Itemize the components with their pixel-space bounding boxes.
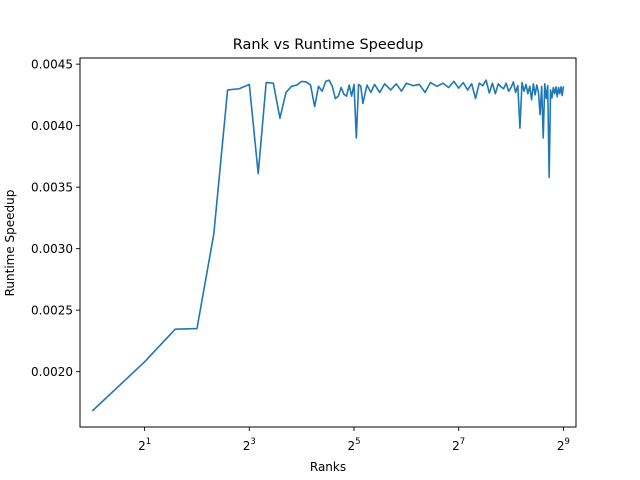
y-tick-label: 0.0035	[31, 181, 73, 195]
x-tick-label: 29	[557, 437, 570, 453]
x-tick-exponent: 9	[565, 437, 570, 447]
x-tick-label: 21	[138, 437, 151, 453]
plot-frame	[79, 57, 577, 428]
x-tick-exponent: 5	[355, 437, 360, 447]
x-tick-base: 2	[243, 439, 251, 453]
x-tick-base: 2	[557, 439, 565, 453]
y-tick-label: 0.0030	[31, 242, 73, 256]
x-tick-exponent: 3	[250, 437, 255, 447]
x-axis-ticks: 21 23 25 27 29	[138, 427, 570, 453]
y-tick-label: 0.0025	[31, 304, 73, 318]
x-tick-base: 2	[452, 439, 460, 453]
y-tick-label: 0.0045	[31, 58, 73, 72]
y-tick-label: 0.0040	[31, 119, 73, 133]
y-tick-label: 0.0020	[31, 365, 73, 379]
x-tick-label: 25	[347, 437, 360, 453]
x-tick-base: 2	[138, 439, 146, 453]
x-tick-base: 2	[347, 439, 355, 453]
x-tick-exponent: 1	[146, 437, 151, 447]
x-tick-label: 27	[452, 437, 465, 453]
x-axis-title: Ranks	[310, 460, 346, 474]
y-axis-title: Runtime Speedup	[3, 190, 17, 297]
x-tick-label: 23	[243, 437, 256, 453]
series-line	[91, 79, 565, 412]
x-tick-exponent: 7	[460, 437, 465, 447]
y-axis-ticks: 0.0020 0.0025 0.0030 0.0035 0.0040 0.0045	[31, 58, 80, 379]
chart-title: Rank vs Runtime Speedup	[233, 37, 424, 53]
